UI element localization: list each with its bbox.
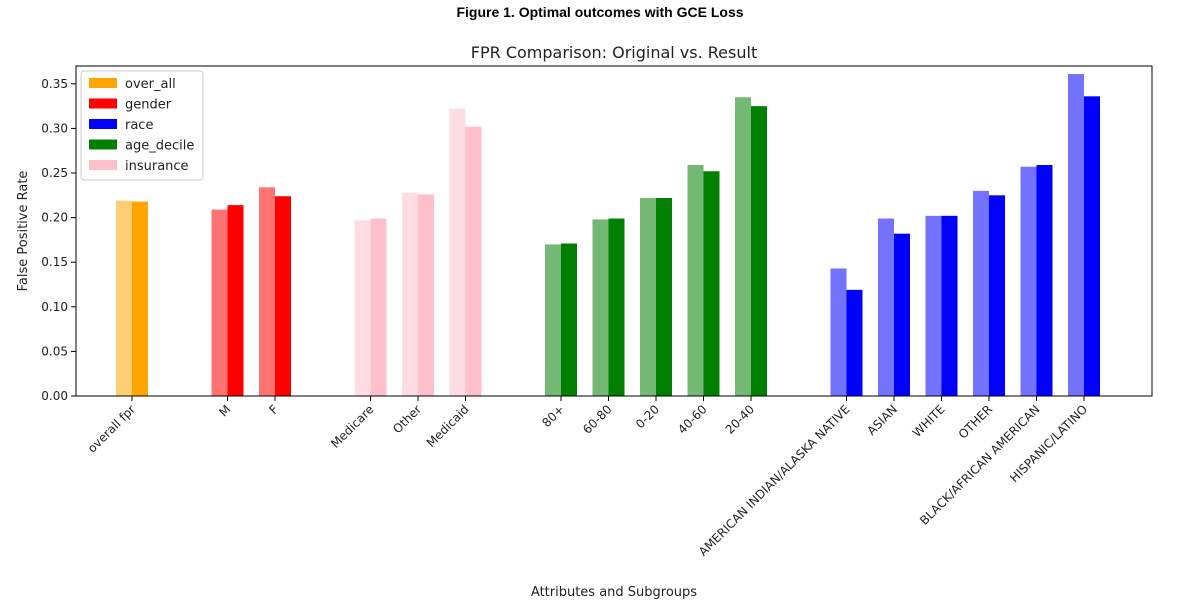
y-tick-label: 0.35 xyxy=(41,77,68,91)
bar-result xyxy=(656,198,672,396)
bar-original xyxy=(592,219,609,396)
bars xyxy=(116,74,1100,396)
bar-original xyxy=(640,198,656,396)
bar-original xyxy=(1068,74,1084,396)
x-axis-label: Attributes and Subgroups xyxy=(531,585,697,600)
bar-original xyxy=(830,268,847,396)
bar-result xyxy=(1084,96,1100,396)
x-tick-label: AMERICAN INDIAN/ALASKA NATIVE xyxy=(696,402,853,559)
x-tick-label: WHITE xyxy=(910,402,948,440)
x-tick-label: F xyxy=(266,402,281,417)
y-tick-label: 0.15 xyxy=(41,255,68,269)
bar-original xyxy=(545,244,561,396)
bar-result xyxy=(608,218,625,396)
y-tick-label: 0.05 xyxy=(41,344,68,358)
bar-result xyxy=(227,205,244,396)
y-tick-label: 0.00 xyxy=(41,389,68,403)
bar-original xyxy=(925,215,942,396)
bar-result xyxy=(1036,165,1053,396)
bar-result xyxy=(418,194,434,396)
x-tick-label: overall fpr xyxy=(85,402,138,455)
x-tick-label: 20-40 xyxy=(723,402,758,437)
figure-caption: Figure 1. Optimal outcomes with GCE Loss xyxy=(456,4,744,20)
legend-swatch xyxy=(89,160,117,170)
y-tick-label: 0.25 xyxy=(41,166,68,180)
bar-result xyxy=(703,171,720,396)
bar-original xyxy=(211,209,228,396)
bar-result xyxy=(465,126,482,396)
x-tick-label: 40-60 xyxy=(675,402,710,437)
y-axis-ticks: 0.00 0.05 0.10 0.15 0.20 0.25 0.30 0.35 xyxy=(41,77,76,403)
bar-result xyxy=(751,106,767,396)
bar-result xyxy=(846,289,863,396)
x-tick-label: ASIAN xyxy=(864,402,900,438)
x-tick-label: OTHER xyxy=(956,402,995,441)
bar-original xyxy=(259,187,275,396)
legend-label: age_decile xyxy=(125,139,194,154)
x-tick-label: M xyxy=(216,402,233,419)
y-axis-label: False Positive Rate xyxy=(16,171,31,292)
x-axis-tick-labels: overall fpr M F Medicare Other Medicaid 80+ 60-… xyxy=(85,396,1090,559)
bar-original xyxy=(449,108,466,396)
bar-original xyxy=(735,97,751,396)
legend-label: race xyxy=(125,118,153,133)
legend-label: insurance xyxy=(125,159,189,174)
chart-title: FPR Comparison: Original vs. Result xyxy=(471,43,757,62)
plot-area-frame xyxy=(75,65,1153,397)
bar-result xyxy=(989,195,1005,396)
bar-original xyxy=(354,220,371,396)
bar-original xyxy=(973,190,989,396)
bar-original xyxy=(402,192,418,396)
legend-label: over_all xyxy=(125,77,176,92)
x-tick-label: 0-20 xyxy=(633,402,662,431)
legend-swatch xyxy=(89,139,117,150)
x-tick-label: 80+ xyxy=(539,402,567,430)
legend-label: gender xyxy=(125,98,172,113)
y-tick-label: 0.20 xyxy=(41,211,68,225)
x-tick-label: Medicare xyxy=(328,402,377,451)
bar-original xyxy=(1020,166,1037,396)
x-tick-label: 60-80 xyxy=(580,402,615,437)
y-tick-label: 0.30 xyxy=(41,121,68,135)
bar-result xyxy=(132,201,148,396)
bar-result xyxy=(561,243,577,396)
bar-result xyxy=(941,215,958,396)
bar-result xyxy=(894,233,910,396)
bar-original xyxy=(878,218,894,396)
bar-result xyxy=(275,196,291,396)
y-tick-label: 0.10 xyxy=(41,300,68,314)
bar-result xyxy=(370,218,387,396)
bar-original xyxy=(116,200,132,396)
x-tick-label: Medicaid xyxy=(424,402,472,450)
legend-box xyxy=(80,70,204,181)
legend-swatch xyxy=(89,119,117,129)
x-tick-label: Other xyxy=(390,402,424,436)
bar-original xyxy=(687,165,704,396)
legend-swatch xyxy=(89,78,117,88)
legend-swatch xyxy=(89,98,117,109)
